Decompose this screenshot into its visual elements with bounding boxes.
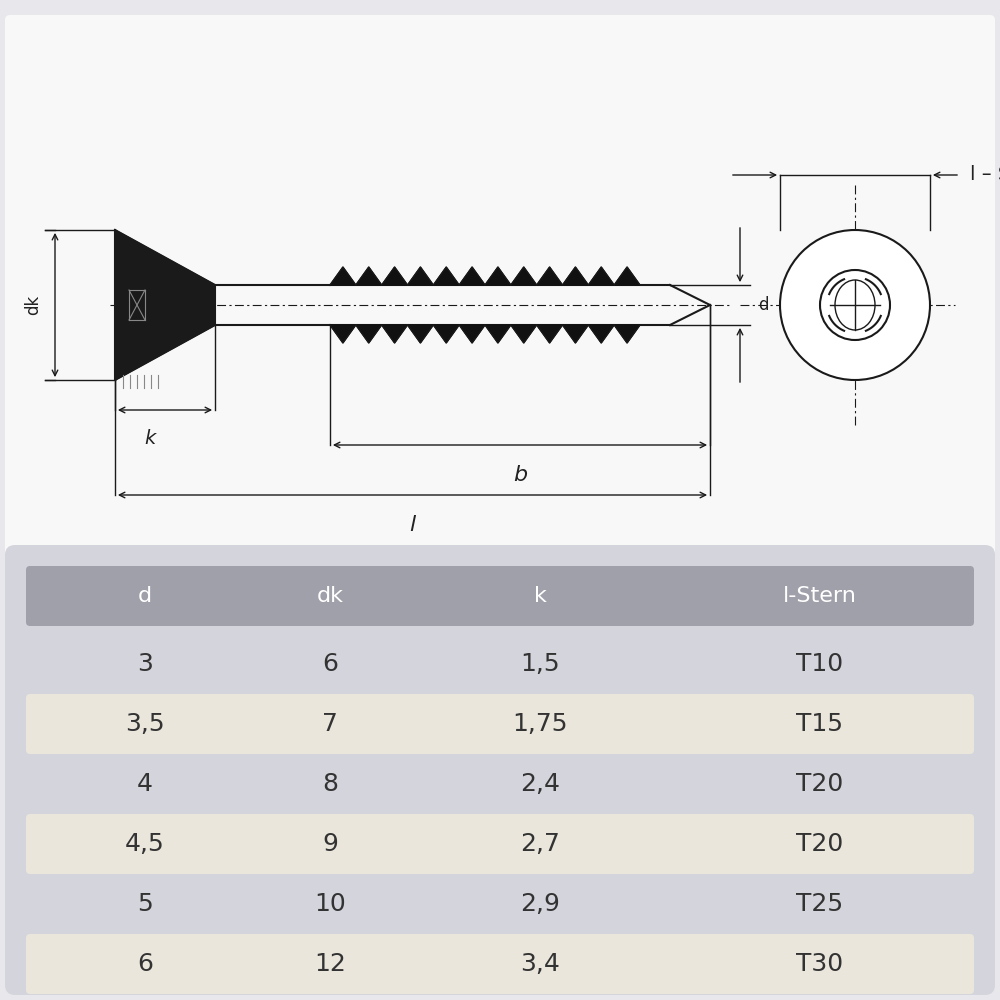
Text: b: b: [513, 465, 527, 485]
Polygon shape: [459, 267, 485, 285]
FancyBboxPatch shape: [26, 694, 974, 754]
FancyBboxPatch shape: [5, 545, 995, 995]
Polygon shape: [485, 267, 511, 285]
Polygon shape: [537, 267, 562, 285]
Polygon shape: [562, 267, 588, 285]
Text: l-Stern: l-Stern: [783, 586, 857, 606]
Text: 8: 8: [322, 772, 338, 796]
Text: 2,7: 2,7: [520, 832, 560, 856]
FancyBboxPatch shape: [26, 814, 974, 874]
Polygon shape: [330, 325, 356, 343]
Text: k: k: [534, 586, 546, 606]
Text: k: k: [144, 428, 156, 448]
Text: 1,75: 1,75: [512, 712, 568, 736]
Text: 12: 12: [314, 952, 346, 976]
Text: d: d: [138, 586, 152, 606]
Text: 10: 10: [314, 892, 346, 916]
Text: T20: T20: [796, 772, 844, 796]
Text: T15: T15: [796, 712, 844, 736]
Polygon shape: [511, 325, 537, 343]
Text: 7: 7: [322, 712, 338, 736]
Polygon shape: [614, 267, 640, 285]
Text: 1,5: 1,5: [520, 652, 560, 676]
Polygon shape: [511, 267, 537, 285]
Polygon shape: [408, 325, 433, 343]
FancyBboxPatch shape: [26, 934, 974, 994]
Text: 3,5: 3,5: [125, 712, 165, 736]
Text: d: d: [758, 296, 768, 314]
Polygon shape: [356, 325, 382, 343]
Text: T25: T25: [796, 892, 844, 916]
Text: 3: 3: [137, 652, 153, 676]
Polygon shape: [485, 325, 511, 343]
FancyBboxPatch shape: [26, 566, 974, 626]
Polygon shape: [356, 267, 382, 285]
Text: T10: T10: [796, 652, 844, 676]
Polygon shape: [614, 325, 640, 343]
Text: 9: 9: [322, 832, 338, 856]
Polygon shape: [382, 267, 408, 285]
Text: 5: 5: [137, 892, 153, 916]
Polygon shape: [588, 267, 614, 285]
Text: dk: dk: [316, 586, 344, 606]
Polygon shape: [330, 267, 356, 285]
Polygon shape: [588, 325, 614, 343]
Text: l: l: [409, 515, 415, 535]
Text: 6: 6: [322, 652, 338, 676]
Polygon shape: [562, 325, 588, 343]
Polygon shape: [115, 230, 215, 380]
Text: 2,9: 2,9: [520, 892, 560, 916]
Polygon shape: [459, 325, 485, 343]
Polygon shape: [382, 325, 408, 343]
Circle shape: [820, 270, 890, 340]
Text: 4,5: 4,5: [125, 832, 165, 856]
Text: l – Stern: l – Stern: [970, 165, 1000, 184]
Polygon shape: [537, 325, 562, 343]
Text: T20: T20: [796, 832, 844, 856]
Text: 2,4: 2,4: [520, 772, 560, 796]
Polygon shape: [433, 267, 459, 285]
Text: 4: 4: [137, 772, 153, 796]
Text: dk: dk: [24, 295, 42, 315]
Polygon shape: [433, 325, 459, 343]
Text: T30: T30: [796, 952, 844, 976]
Text: 3,4: 3,4: [520, 952, 560, 976]
Circle shape: [780, 230, 930, 380]
Polygon shape: [408, 267, 433, 285]
FancyBboxPatch shape: [5, 15, 995, 555]
Text: 6: 6: [137, 952, 153, 976]
